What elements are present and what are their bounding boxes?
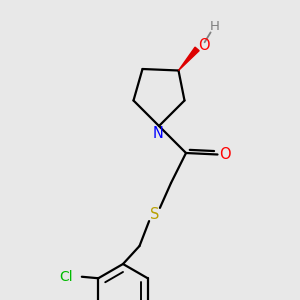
Text: Cl: Cl [59,270,73,284]
Text: O: O [198,38,209,53]
Text: N: N [153,126,164,141]
Text: S: S [150,207,159,222]
Text: H: H [210,20,220,33]
Text: O: O [219,147,231,162]
Polygon shape [178,47,199,70]
